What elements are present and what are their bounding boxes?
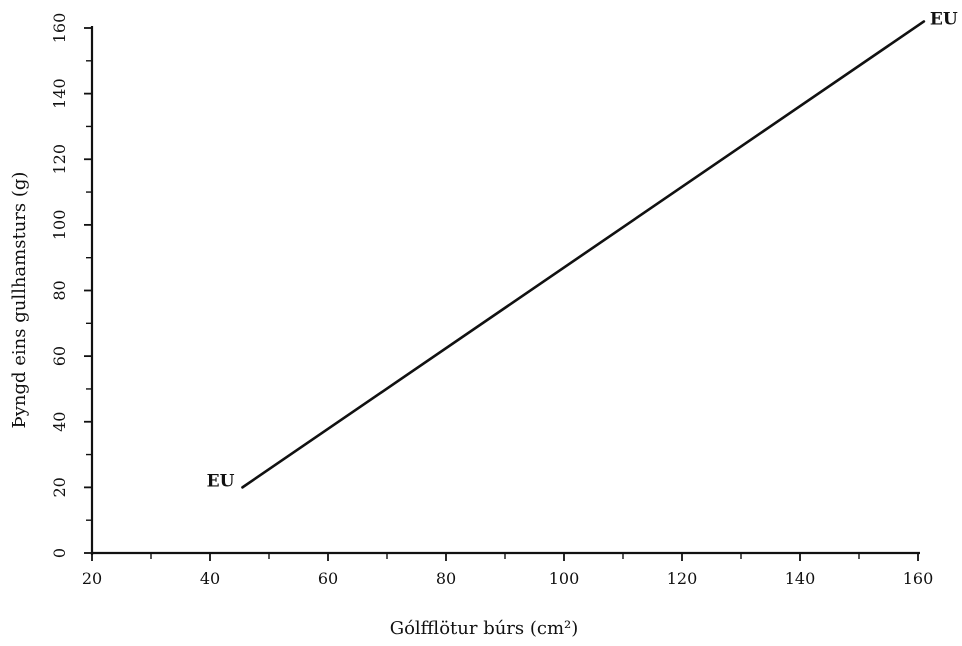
x-tick-label: 80 <box>436 569 456 588</box>
eu-annotation: EU <box>207 471 235 491</box>
x-tick-label: 60 <box>318 569 338 588</box>
y-axis-label: Þyngd eins gullhamsturs (g) <box>9 172 30 429</box>
x-axis-label: Gólfflötur búrs (cm²) <box>390 618 579 639</box>
eu-annotation: EU <box>930 9 958 29</box>
series-line <box>241 20 926 489</box>
y-tick-label: 160 <box>50 13 69 44</box>
x-tick-label: 20 <box>82 569 102 588</box>
x-tick-label: 40 <box>200 569 220 588</box>
y-tick-label: 100 <box>50 210 69 241</box>
y-tick-label: 0 <box>50 548 69 558</box>
x-tick-label: 100 <box>549 569 580 588</box>
x-tick-label: 120 <box>667 569 698 588</box>
annotations: EU EU <box>207 9 958 491</box>
y-tick-label: 140 <box>50 78 69 109</box>
y-tick-label: 120 <box>50 144 69 175</box>
y-tick-label: 20 <box>50 477 69 497</box>
series <box>241 20 926 489</box>
ticks: 20 40 60 80 100 120 140 160 0 20 40 60 80 100 120 140 16… <box>50 13 933 588</box>
x-tick-label: 140 <box>785 569 816 588</box>
x-tick-label: 160 <box>903 569 934 588</box>
y-tick-label: 60 <box>50 346 69 366</box>
y-tick-label: 40 <box>50 412 69 432</box>
y-tick-label: 80 <box>50 280 69 300</box>
